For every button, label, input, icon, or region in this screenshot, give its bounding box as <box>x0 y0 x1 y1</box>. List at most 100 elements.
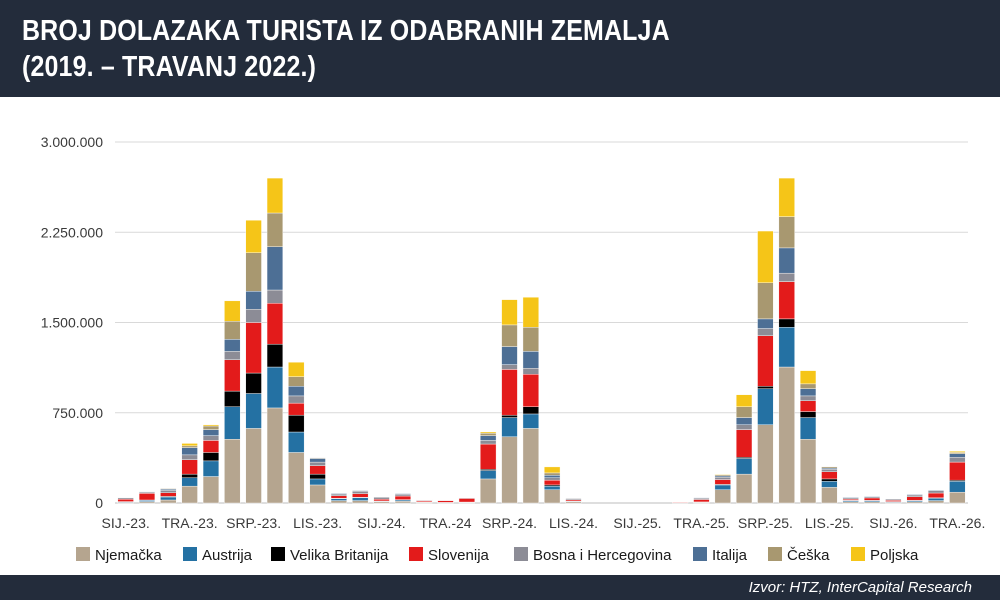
bar-segment-slovenija <box>480 443 497 470</box>
bar-segment-slovenija <box>202 440 220 453</box>
bar-segment-češka <box>266 212 284 247</box>
bar-segment-bosna-i-hercegovina <box>821 469 838 472</box>
bar-segment-italija <box>757 318 774 329</box>
bar-segment-velika-britanija <box>266 343 284 368</box>
bar-segment-italija <box>778 247 795 274</box>
bar-segment-austrija <box>757 388 774 425</box>
bar-segment-njemačka <box>288 452 305 504</box>
bar-segment-češka <box>224 321 241 340</box>
bar-segment-češka <box>736 406 753 418</box>
x-tick-label: SIJ.-25. <box>613 515 661 531</box>
bar-segment-austrija <box>927 497 945 501</box>
x-tick-label: SRP.-23. <box>226 515 281 531</box>
legend-swatch <box>851 547 865 561</box>
bar-segment-češka <box>160 488 177 490</box>
bar-segment-slovenija <box>245 322 262 374</box>
chart-title-line-2: (2019. – TRAVANJ 2022.) <box>22 51 317 83</box>
bar-segment-njemačka <box>714 489 731 504</box>
bar-segment-slovenija <box>117 498 134 502</box>
x-tick-label: TRA.-23. <box>162 515 218 531</box>
bar-segment-italija <box>202 429 220 436</box>
gridlines <box>115 141 968 504</box>
legend-swatch <box>271 547 285 561</box>
bar-segment-italija <box>693 497 710 499</box>
x-tick-label: SIJ.-23. <box>102 515 150 531</box>
bar-segment-poljska <box>757 230 774 283</box>
bar-segment-njemačka <box>181 485 198 504</box>
bar-segment-austrija <box>736 458 753 475</box>
bar-segment-velika-britanija <box>245 372 262 394</box>
bar-segment-bosna-i-hercegovina <box>309 461 326 466</box>
stacked-bar-chart: 0 750.000 1.500.000 2.250.000 3.000.000 SIJ.… <box>41 134 986 564</box>
bar-segment-italija <box>736 417 753 425</box>
x-tick-label: LIS.-25. <box>805 515 854 531</box>
bar-segment-austrija <box>330 498 347 501</box>
bar-segment-slovenija <box>437 500 454 503</box>
bar-segment-italija <box>799 388 817 397</box>
bar-segment-slovenija <box>778 281 795 320</box>
footer-bar: Izvor: HTZ, InterCapital Research <box>0 575 1000 600</box>
bar-segment-austrija <box>266 366 284 409</box>
bar-segment-bosna-i-hercegovina <box>373 497 390 500</box>
bar-segment-češka <box>522 327 539 352</box>
bar-segment-velika-britanija <box>181 473 198 478</box>
bar-segment-njemačka <box>544 489 561 504</box>
chart-title: BROJ DOLAZAKA TURISTA IZ ODABRANIH ZEMAL… <box>22 13 670 85</box>
bar-segment-poljska <box>778 177 795 217</box>
bar-segment-italija <box>544 475 561 478</box>
bar-segment-slovenija <box>394 495 411 500</box>
bar-segment-italija <box>330 493 347 495</box>
bar-segment-njemačka <box>778 366 795 504</box>
bar-segment-italija <box>522 351 539 369</box>
bar-segment-italija <box>266 246 284 291</box>
bar-segment-italija <box>906 494 923 496</box>
bar-segment-češka <box>309 457 326 459</box>
bar-segment-njemačka <box>949 491 966 504</box>
bar-segment-bosna-i-hercegovina <box>906 494 923 497</box>
bar-segment-austrija <box>799 417 817 440</box>
bar-segment-češka <box>778 216 795 249</box>
x-tick-label: SRP.-24. <box>482 515 537 531</box>
legend-swatch <box>183 547 197 561</box>
x-tick-label: TRA.-25. <box>673 515 729 531</box>
bar-segment-češka <box>821 466 838 469</box>
y-tick-label: 3.000.000 <box>41 134 103 150</box>
bar-segment-poljska <box>480 431 497 434</box>
bar-segment-češka <box>202 425 220 430</box>
bar-segment-slovenija <box>181 459 198 475</box>
bar-segment-bosna-i-hercegovina <box>778 272 795 282</box>
bar-segment-njemačka <box>138 501 156 504</box>
bar-segment-bosna-i-hercegovina <box>736 424 753 430</box>
bar-segment-bosna-i-hercegovina <box>885 498 902 501</box>
bar-segment-italija <box>394 493 411 495</box>
bar-segment-italija <box>224 339 241 352</box>
bar-segment-poljska <box>224 300 241 322</box>
bar-segment-češka <box>245 252 262 292</box>
bar-segment-slovenija <box>799 400 817 412</box>
bar-segment-bosna-i-hercegovina <box>181 454 198 460</box>
y-tick-label: 1.500.000 <box>41 315 103 331</box>
bar-segment-njemačka <box>245 428 262 504</box>
bar-segment-češka <box>501 324 518 347</box>
legend-label: Italija <box>712 547 748 564</box>
bar-segment-slovenija <box>309 465 326 475</box>
legend-label: Njemačka <box>95 547 162 564</box>
y-axis-ticks: 0 750.000 1.500.000 2.250.000 3.000.000 <box>41 134 104 511</box>
bar-segment-italija <box>949 453 966 458</box>
bar-segment-njemačka <box>927 500 945 504</box>
bar-segment-slovenija <box>906 496 923 501</box>
bar-segment-austrija <box>352 497 369 501</box>
bar-segment-italija <box>181 447 198 456</box>
bar-segment-bosna-i-hercegovina <box>224 351 241 361</box>
legend-label: Velika Britanija <box>290 547 389 564</box>
source-note: Izvor: HTZ, InterCapital Research <box>748 579 972 596</box>
bar-segment-poljska <box>544 466 561 474</box>
x-tick-label: TRA.-24 <box>419 515 471 531</box>
y-tick-label: 2.250.000 <box>41 224 103 240</box>
bar-segment-austrija <box>544 485 561 490</box>
bar-segment-austrija <box>714 484 731 490</box>
bar-segment-italija <box>501 346 518 365</box>
y-tick-label: 750.000 <box>52 405 103 421</box>
bar-segment-bosna-i-hercegovina <box>757 328 774 336</box>
legend-swatch <box>409 547 423 561</box>
